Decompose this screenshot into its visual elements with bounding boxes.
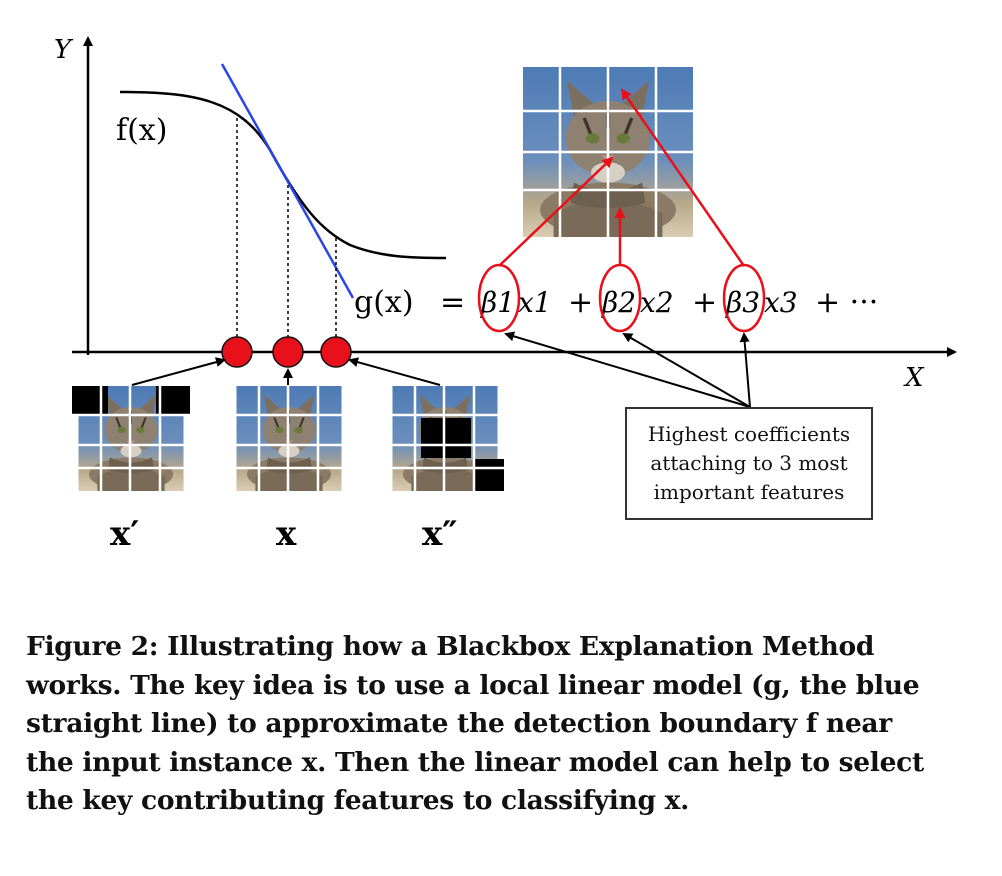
callout-arrow-3 — [739, 332, 751, 408]
caption-line-2: works. The key idea is to use a local li… — [26, 669, 920, 701]
point-x-prime — [221, 336, 253, 368]
equation-var-3: x3 — [764, 286, 798, 319]
caption-line-3: straight line) to approximate the detect… — [26, 708, 892, 739]
callout-arrow-2 — [622, 332, 751, 408]
figure-caption: Figure 2: Illustrating how a Blackbox Ex… — [26, 628, 976, 821]
x-axis-label: X — [903, 363, 925, 393]
equation-var-2: x2 — [640, 286, 674, 319]
equation-ellipsis: + ··· — [815, 285, 878, 320]
callout-line-2: attaching to 3 most — [650, 451, 848, 475]
instance-label-x-prime: x′ — [110, 514, 139, 554]
instance-label-x: x — [276, 514, 297, 554]
arrow-x-prime — [131, 357, 226, 386]
decision-curve — [119, 90, 447, 260]
equation-plus-2: + — [692, 285, 717, 320]
caption-line-5: the key contributing features to classif… — [26, 785, 690, 816]
explained-image — [512, 67, 704, 237]
caption-line-4: the input instance x. Then the linear mo… — [26, 746, 924, 778]
instance-image-x-prime — [72, 386, 190, 491]
callout-arrow-1 — [504, 331, 751, 408]
coefficients-callout: Highest coefficients attaching to 3 most… — [625, 407, 873, 520]
y-axis-label: Y — [54, 35, 74, 65]
equation-plus-1: + — [568, 285, 593, 320]
equation-var-1: x1 — [518, 286, 552, 319]
local-linear-model — [220, 63, 355, 299]
instance-label-x-dprime: x″ — [422, 514, 457, 554]
point-x — [272, 336, 304, 368]
caption-line-1: Figure 2: Illustrating how a Blackbox Ex… — [26, 631, 875, 662]
explanation-diagram: Y X f(x) x′ x x″ g(x) = β1 x1 — [54, 35, 957, 554]
equation-coef-3: β3 — [725, 286, 760, 319]
callout-line-3: important features — [653, 480, 845, 504]
equation-lhs: g(x) — [354, 285, 414, 320]
equation-coef-2: β2 — [601, 286, 636, 319]
instance-image-x — [230, 386, 348, 491]
curve-label: f(x) — [116, 113, 167, 148]
equation-coef-1: β1 — [480, 286, 515, 319]
callout-line-1: Highest coefficients — [647, 422, 851, 446]
point-x-dprime — [320, 336, 352, 368]
instance-image-x-dprime — [386, 386, 504, 491]
arrow-x-dprime — [348, 357, 441, 386]
equation-equals: = — [440, 285, 465, 320]
feature-arrow-1 — [498, 156, 614, 267]
feature-arrow-3 — [620, 88, 746, 267]
